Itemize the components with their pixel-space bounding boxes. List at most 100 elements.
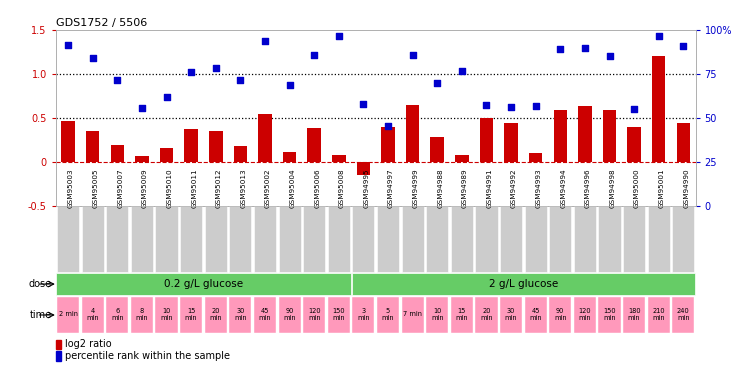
Bar: [56, 340, 61, 349]
FancyBboxPatch shape: [180, 206, 202, 272]
Bar: [504, 123, 518, 162]
Bar: [185, 129, 198, 162]
Text: 45
min: 45 min: [530, 308, 542, 321]
FancyBboxPatch shape: [57, 206, 79, 272]
Text: 150
min: 150 min: [603, 308, 616, 321]
Text: 45
min: 45 min: [259, 308, 272, 321]
FancyBboxPatch shape: [328, 297, 350, 333]
FancyBboxPatch shape: [451, 206, 473, 272]
Text: log2 ratio: log2 ratio: [65, 339, 112, 350]
Bar: [111, 144, 124, 162]
Text: time: time: [30, 310, 52, 320]
FancyBboxPatch shape: [131, 206, 153, 272]
Point: [652, 33, 664, 39]
Point: [283, 82, 295, 88]
Bar: [627, 127, 641, 162]
FancyBboxPatch shape: [278, 297, 301, 333]
Text: GSM95005: GSM95005: [93, 168, 99, 207]
FancyBboxPatch shape: [574, 297, 596, 333]
FancyBboxPatch shape: [155, 297, 178, 333]
FancyBboxPatch shape: [278, 206, 301, 272]
Text: GSM94996: GSM94996: [585, 168, 591, 207]
Text: 180
min: 180 min: [628, 308, 641, 321]
Text: 10
min: 10 min: [160, 308, 173, 321]
Bar: [529, 153, 542, 162]
FancyBboxPatch shape: [57, 273, 350, 295]
FancyBboxPatch shape: [426, 297, 449, 333]
Point: [554, 46, 566, 53]
Point: [333, 33, 344, 39]
Bar: [61, 121, 75, 162]
FancyBboxPatch shape: [82, 206, 104, 272]
FancyBboxPatch shape: [229, 297, 251, 333]
Text: GSM94990: GSM94990: [683, 168, 690, 207]
Point: [234, 77, 246, 83]
FancyBboxPatch shape: [377, 206, 399, 272]
FancyBboxPatch shape: [82, 297, 104, 333]
Text: GSM95003: GSM95003: [68, 168, 74, 207]
Text: GSM94988: GSM94988: [437, 168, 443, 207]
Bar: [431, 136, 444, 162]
FancyBboxPatch shape: [426, 206, 449, 272]
Bar: [209, 131, 222, 162]
Text: 0.2 g/L glucose: 0.2 g/L glucose: [164, 279, 243, 289]
Text: 6
min: 6 min: [111, 308, 124, 321]
FancyBboxPatch shape: [377, 297, 399, 333]
FancyBboxPatch shape: [106, 206, 129, 272]
Point: [210, 65, 222, 71]
Bar: [455, 155, 469, 162]
Bar: [554, 110, 567, 162]
FancyBboxPatch shape: [598, 297, 620, 333]
Bar: [356, 162, 371, 174]
Text: 15
min: 15 min: [455, 308, 468, 321]
Point: [382, 123, 394, 129]
Text: 210
min: 210 min: [652, 308, 665, 321]
Bar: [480, 118, 493, 162]
Text: GSM95011: GSM95011: [191, 168, 197, 207]
Text: GSM94994: GSM94994: [560, 168, 566, 207]
Text: GSM95007: GSM95007: [118, 168, 124, 207]
FancyBboxPatch shape: [475, 206, 498, 272]
Bar: [283, 152, 296, 162]
Text: 2 g/L glucose: 2 g/L glucose: [489, 279, 558, 289]
Text: GSM95006: GSM95006: [314, 168, 320, 207]
Text: 8
min: 8 min: [135, 308, 148, 321]
Point: [530, 103, 542, 109]
Point: [677, 43, 689, 49]
Text: 3
min: 3 min: [357, 308, 370, 321]
Text: GSM94991: GSM94991: [487, 168, 493, 207]
FancyBboxPatch shape: [598, 206, 620, 272]
Text: 10
min: 10 min: [431, 308, 443, 321]
FancyBboxPatch shape: [353, 206, 374, 272]
Text: GSM95009: GSM95009: [142, 168, 148, 207]
Point: [136, 105, 148, 111]
Text: 30
min: 30 min: [234, 308, 247, 321]
Text: 120
min: 120 min: [579, 308, 591, 321]
Point: [603, 54, 615, 60]
FancyBboxPatch shape: [500, 206, 522, 272]
FancyBboxPatch shape: [328, 206, 350, 272]
Point: [161, 94, 173, 100]
FancyBboxPatch shape: [254, 206, 276, 272]
Bar: [652, 57, 665, 162]
FancyBboxPatch shape: [451, 297, 473, 333]
FancyBboxPatch shape: [402, 297, 424, 333]
Text: 90
min: 90 min: [554, 308, 567, 321]
Text: GSM95013: GSM95013: [240, 168, 246, 207]
Point: [481, 102, 493, 108]
Bar: [86, 131, 100, 162]
Point: [112, 77, 124, 83]
Point: [357, 101, 369, 107]
FancyBboxPatch shape: [57, 297, 79, 333]
Text: GSM94992: GSM94992: [511, 168, 517, 207]
Text: GSM95001: GSM95001: [658, 168, 664, 207]
Text: 30
min: 30 min: [504, 308, 517, 321]
FancyBboxPatch shape: [673, 206, 694, 272]
Text: GSM95002: GSM95002: [265, 168, 271, 207]
Text: GSM95000: GSM95000: [634, 168, 640, 207]
FancyBboxPatch shape: [131, 297, 153, 333]
FancyBboxPatch shape: [229, 206, 251, 272]
Text: GSM95010: GSM95010: [167, 168, 173, 207]
Text: percentile rank within the sample: percentile rank within the sample: [65, 351, 231, 361]
Point: [456, 68, 468, 74]
